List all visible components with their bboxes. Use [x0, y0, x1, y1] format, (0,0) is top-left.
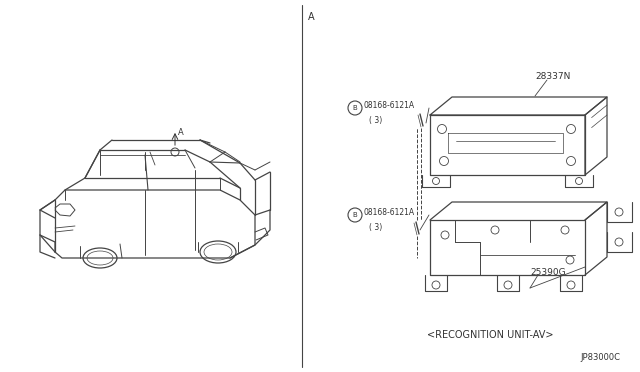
Text: 25390G: 25390G	[530, 268, 566, 277]
Text: B: B	[353, 212, 357, 218]
Text: A: A	[178, 128, 184, 137]
Text: <RECOGNITION UNIT-AV>: <RECOGNITION UNIT-AV>	[427, 330, 553, 340]
Text: 28337N: 28337N	[535, 72, 570, 81]
Text: A: A	[308, 12, 315, 22]
Text: ( 3): ( 3)	[369, 116, 382, 125]
Text: ( 3): ( 3)	[369, 223, 382, 232]
Text: JP83000C: JP83000C	[580, 353, 620, 362]
Text: B: B	[353, 105, 357, 111]
Text: 08168-6121A: 08168-6121A	[364, 208, 415, 217]
Text: 08168-6121A: 08168-6121A	[364, 100, 415, 109]
